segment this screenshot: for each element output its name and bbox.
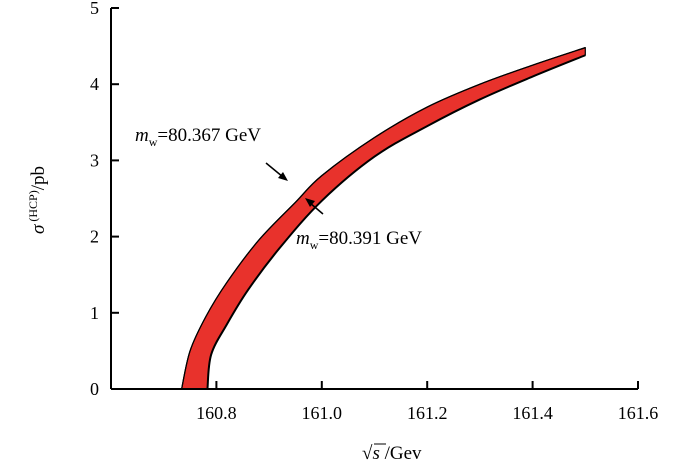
annotation-2-value: =80.391 GeV: [318, 228, 422, 249]
annotation-1-arrow: [265, 162, 288, 181]
y-tick-label: 0: [90, 379, 99, 399]
annotation-mw-80-391: mw=80.391 GeV: [296, 228, 422, 252]
annotation-mw-80-367: mw=80.367 GeV: [135, 125, 261, 149]
x-axis-label: √s /Gev: [362, 443, 422, 464]
band-layer: [181, 47, 586, 390]
series-line-mw-80-391: [206, 54, 586, 390]
x-axis-root-var: s: [372, 443, 379, 464]
annotation-1-m: m: [135, 125, 149, 146]
x-axis-unit: /Gev: [380, 443, 422, 464]
y-tick-label: 4: [90, 74, 99, 94]
x-tick-label: 161.6: [618, 403, 659, 423]
y-tick-label: 3: [90, 150, 99, 170]
x-axis-root-symbol: √: [362, 443, 373, 464]
y-axis-label: σ (HCP)/pb: [26, 166, 49, 234]
cross-section-band: [181, 47, 586, 390]
y-axis-sigma: σ: [28, 224, 49, 234]
x-ticks: 160.8 161.0 161.2 161.4 161.6: [196, 381, 658, 423]
x-tick-label: 160.8: [196, 403, 237, 423]
y-axis-unit: /pb: [28, 166, 49, 190]
y-ticks: 0 1 2 3 4 5: [90, 0, 119, 399]
y-tick-label: 2: [90, 227, 99, 247]
y-axis-superscript: (HCP): [26, 190, 40, 224]
annotation-2-sub: w: [310, 238, 319, 252]
y-tick-label: 1: [90, 303, 99, 323]
annotation-2-m: m: [296, 228, 310, 249]
annotation-1-value: =80.367 GeV: [157, 125, 261, 146]
annotation-2-arrow: [305, 198, 324, 215]
axes: [110, 8, 638, 390]
x-tick-label: 161.0: [302, 403, 343, 423]
series-line-mw-80-367: [181, 47, 586, 390]
y-tick-label: 5: [90, 0, 99, 18]
x-tick-label: 161.2: [407, 403, 448, 423]
x-tick-label: 161.4: [512, 403, 553, 423]
annotation-1-sub: w: [149, 135, 158, 149]
